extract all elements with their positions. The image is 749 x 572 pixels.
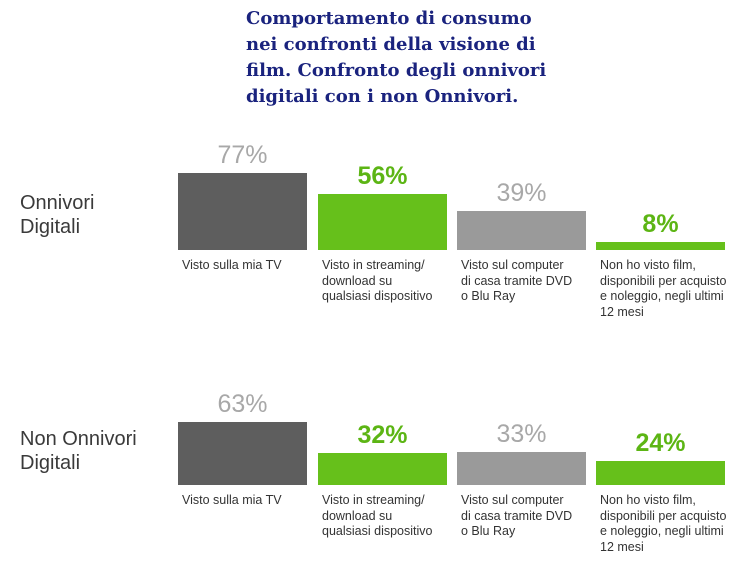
category-label-s1-c3: Visto sul computer di casa tramite DVD o B… [461, 258, 572, 305]
data-label-s2-c2: 32% [357, 421, 408, 449]
bar-s2-c4 [596, 461, 725, 485]
category-label-line: Visto sul computer [461, 493, 564, 507]
category-label-line: disponibili per acquisto [600, 273, 727, 288]
category-label-line: Visto in streaming/ [322, 493, 425, 507]
data-label-s1-c3: 39% [496, 179, 547, 207]
category-label-line: Visto sul computer [461, 258, 564, 272]
category-label-line: Visto sulla mia TV [182, 493, 282, 507]
category-label-line: 12 mesi [600, 539, 644, 554]
category-label-line: download su [322, 273, 393, 288]
group-label-line: Digitali [20, 452, 81, 474]
bar-s1-c2 [318, 194, 447, 250]
category-label-line: disponibili per acquisto [600, 508, 727, 523]
bar-s1-c3 [457, 211, 586, 250]
data-label-s1-c1: 77% [217, 141, 268, 169]
category-label-line: qualsiasi dispositivo [322, 524, 433, 538]
bar-s2-c2 [318, 453, 447, 485]
data-label-s2-c1: 63% [217, 390, 268, 418]
category-label-s2-c4: Non ho visto film, disponibili per acquis… [600, 493, 726, 555]
category-label-s1-c4: Non ho visto film, disponibili per acquis… [600, 258, 726, 320]
group-label-line: Onnivori [20, 192, 95, 214]
category-label-line: di casa tramite DVD [461, 508, 573, 523]
category-label-s1-c1: Visto sulla mia TV [182, 258, 282, 274]
data-label-s1-c2: 56% [357, 162, 408, 190]
bar-s1-c4 [596, 242, 725, 250]
category-label-s2-c1: Visto sulla mia TV [182, 493, 282, 509]
category-label-line: di casa tramite DVD [461, 273, 573, 288]
category-label-s2-c3: Visto sul computer di casa tramite DVD o B… [461, 493, 572, 540]
category-label-line: Visto in streaming/ [322, 258, 425, 272]
chart-title: Comportamento di consumo nei confronti d… [246, 6, 546, 110]
bar-s2-c1 [178, 422, 307, 485]
title-line-1: Comportamento di consumo [246, 8, 532, 29]
group-label-line: Non Onnivori [20, 428, 137, 450]
bar-s2-c3 [457, 452, 586, 485]
category-label-s2-c2: Visto in streaming/download su qualsiasi … [322, 493, 432, 540]
category-label-line: e noleggio, negli ultimi [600, 289, 724, 303]
category-label-line: download su [322, 508, 393, 523]
category-label-line: Non ho visto film, [600, 493, 696, 507]
group-label-1: Onnivori Digitali [20, 191, 94, 239]
group-label-2: Non Onnivori Digitali [20, 427, 137, 475]
category-label-line: qualsiasi dispositivo [322, 289, 433, 303]
category-label-line: Non ho visto film, [600, 258, 696, 272]
category-label-s1-c2: Visto in streaming/download su qualsiasi … [322, 258, 432, 305]
category-label-line: Visto sulla mia TV [182, 258, 282, 272]
category-label-line: o Blu Ray [461, 524, 516, 538]
category-label-line: o Blu Ray [461, 289, 516, 303]
title-line-2: nei confronti della visione di [246, 34, 536, 55]
group-label-line: Digitali [20, 216, 81, 238]
category-label-line: 12 mesi [600, 304, 644, 319]
category-label-line: e noleggio, negli ultimi [600, 524, 724, 538]
data-label-s2-c3: 33% [496, 420, 547, 448]
data-label-s2-c4: 24% [635, 429, 686, 457]
data-label-s1-c4: 8% [642, 210, 679, 238]
title-line-4: digitali con i non Onnivori. [246, 86, 519, 107]
bar-s1-c1 [178, 173, 307, 250]
title-line-3: film. Confronto degli onnivori [246, 60, 547, 81]
